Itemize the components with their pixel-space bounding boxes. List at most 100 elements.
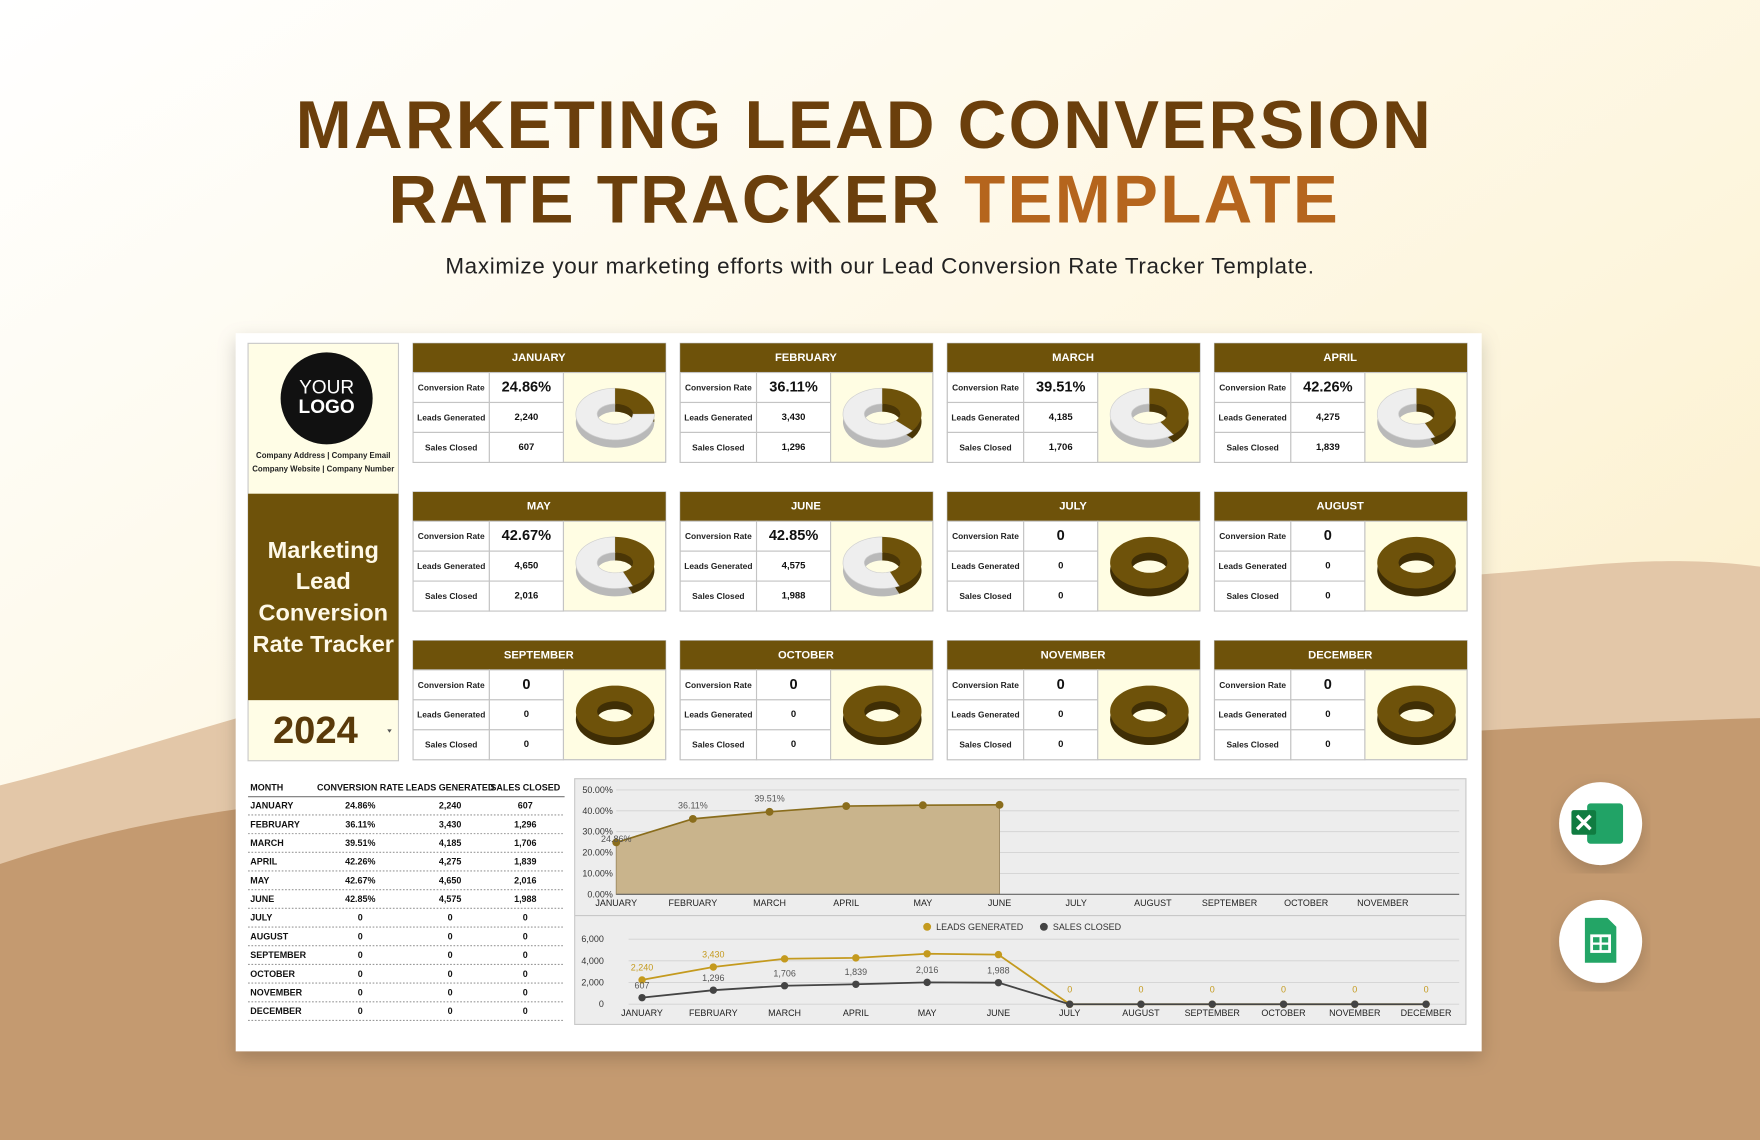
point — [638, 993, 646, 1002]
y-tick-label: 40.00% — [582, 806, 612, 816]
table-cell: 0 — [523, 1006, 528, 1016]
card-value-cell — [755, 699, 832, 731]
table-cell: 42.67% — [345, 875, 375, 885]
card-month: FEBRUARY — [775, 352, 837, 364]
card-value: 4,650 — [515, 561, 539, 572]
point — [1065, 1000, 1074, 1008]
year[interactable]: 2024 — [273, 709, 358, 752]
point — [1137, 1000, 1145, 1008]
data-label: 0 — [1281, 985, 1286, 995]
title-highlight: TEMPLATE — [964, 162, 1340, 237]
card-header — [1214, 343, 1468, 373]
x-tick-label: AUGUST — [1134, 898, 1172, 908]
x-tick-label: MAY — [913, 898, 932, 908]
card-value: 0 — [1058, 709, 1063, 720]
logo — [280, 352, 373, 445]
y-tick-label: 6,000 — [581, 934, 603, 944]
data-label: 36.11% — [678, 800, 708, 810]
card-month: AUGUST — [1317, 501, 1365, 513]
point — [688, 814, 697, 823]
donut — [1376, 387, 1456, 448]
donut-segment — [1110, 536, 1189, 589]
title-part: RATE TRACKER — [389, 162, 942, 237]
card-label: Leads Generated — [1219, 561, 1287, 571]
card-label-cell — [946, 669, 1025, 701]
card-value-cell — [755, 729, 832, 761]
card-value: 42.67% — [502, 528, 551, 544]
table-cell: 0 — [358, 987, 363, 997]
card-label-cell — [946, 550, 1025, 582]
x-tick-label: OCTOBER — [1284, 898, 1329, 908]
dropdown-arrow[interactable] — [387, 729, 392, 733]
x-tick-label: APRIL — [843, 1008, 869, 1018]
data-label: 1,706 — [773, 968, 795, 978]
logo-text: LOGO — [299, 397, 355, 418]
x-tick-label: APRIL — [833, 898, 859, 908]
legend-marker — [1039, 922, 1048, 931]
area-line — [615, 804, 1000, 844]
donut — [575, 387, 655, 448]
card-value: 0 — [791, 709, 796, 720]
point — [852, 980, 860, 988]
data-label: 2,016 — [916, 965, 938, 975]
card-value-cell — [755, 580, 832, 612]
point — [612, 838, 621, 847]
donut — [842, 536, 922, 597]
sidebar-title: Marketing — [268, 537, 379, 563]
card-label-cell — [412, 580, 490, 612]
table-cell: 24.86% — [345, 801, 375, 811]
y-tick-label: 10.00% — [582, 868, 612, 878]
x-tick-label: AUGUST — [1122, 1008, 1160, 1018]
table-cell: 36.11% — [345, 819, 375, 829]
table-cell: 0 — [358, 931, 363, 941]
table-cell: JANUARY — [250, 801, 293, 811]
table-cell: 1,706 — [514, 838, 536, 848]
card-month: OCTOBER — [778, 649, 834, 661]
data-label: 1,839 — [845, 967, 867, 977]
card-value: 0 — [1325, 739, 1330, 750]
table-cell: 0 — [448, 1006, 453, 1016]
donut — [1109, 387, 1189, 448]
point — [994, 950, 1003, 959]
point — [852, 954, 860, 962]
card-value: 36.11% — [769, 379, 818, 395]
table-cell: 4,575 — [439, 894, 461, 904]
x-tick-label: MAY — [918, 1008, 937, 1018]
card-label: Conversion Rate — [418, 382, 485, 392]
table-cell: 0 — [448, 987, 453, 997]
point — [918, 801, 927, 810]
card-value: 0 — [1325, 709, 1330, 720]
table-cell: 2,016 — [514, 875, 536, 885]
table-cell: MARCH — [250, 838, 283, 848]
card-label: Sales Closed — [425, 740, 477, 750]
table-cell: 0 — [448, 950, 453, 960]
x-tick-label: NOVEMBER — [1357, 898, 1409, 908]
sidebar-title: Lead — [296, 568, 351, 594]
card-label: Leads Generated — [684, 710, 752, 720]
card-label: Conversion Rate — [685, 382, 752, 392]
table-cell: 0 — [523, 913, 528, 923]
card-label: Leads Generated — [951, 710, 1019, 720]
card-value: 0 — [522, 677, 530, 693]
table-cell: FEBRUARY — [250, 819, 300, 829]
card-value-cell — [755, 401, 832, 433]
donut-segment — [1416, 388, 1456, 437]
card-label: Sales Closed — [959, 442, 1011, 452]
card-month: JULY — [1059, 501, 1087, 513]
table-cell: 39.51% — [345, 838, 375, 848]
donut — [842, 685, 922, 746]
card-label: Sales Closed — [1226, 442, 1278, 452]
card-label-cell — [679, 431, 758, 463]
donut-segment — [1149, 388, 1189, 435]
table-cell: 1,296 — [514, 819, 536, 829]
donut-segment — [615, 536, 655, 586]
card-label: Sales Closed — [959, 740, 1011, 750]
table-cell: 0 — [358, 1006, 363, 1016]
x-tick-label: SEPTEMBER — [1202, 898, 1258, 908]
card-value: 0 — [1058, 591, 1063, 602]
x-tick-label: FEBRUARY — [669, 898, 718, 908]
point — [995, 800, 1004, 809]
donut-segment — [1377, 536, 1456, 589]
table-cell: NOVEMBER — [250, 987, 302, 997]
point — [923, 950, 931, 958]
